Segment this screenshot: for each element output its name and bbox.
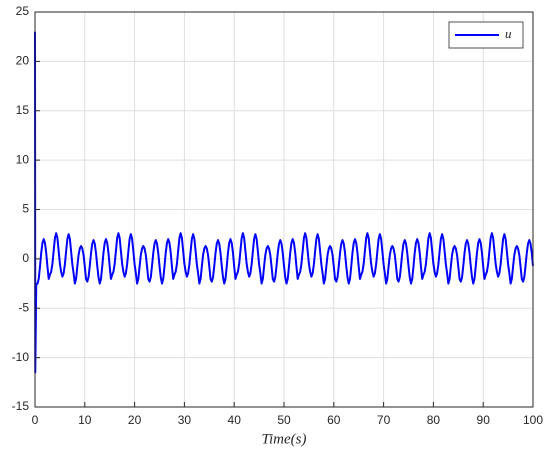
x-tick-label: 60	[327, 413, 341, 427]
y-tick-label: -10	[12, 350, 30, 364]
series-line	[34, 31, 534, 374]
legend-label: u	[505, 26, 512, 41]
x-axis-label: Time(s)	[262, 431, 307, 447]
x-tick-label: 50	[277, 413, 291, 427]
plot	[34, 31, 534, 374]
x-tick-label: 90	[477, 413, 491, 427]
x-tick-label: 10	[78, 413, 92, 427]
y-tick-label: 0	[22, 251, 29, 265]
y-tick-label: 15	[16, 103, 30, 117]
x-tick-label: 80	[427, 413, 441, 427]
y-tick-label: 5	[22, 202, 29, 216]
axes-box	[34, 11, 534, 408]
x-tick-label: 100	[523, 413, 543, 427]
x-tick-label: 0	[32, 413, 39, 427]
y-tick-label: 20	[16, 54, 30, 68]
y-tick-label: -15	[12, 399, 30, 413]
x-tick-label: 20	[128, 413, 142, 427]
x-tick-label: 70	[377, 413, 391, 427]
x-tick-label: 40	[228, 413, 242, 427]
y-tick-label: 25	[16, 4, 30, 18]
y-tick-label: 10	[16, 152, 30, 166]
x-tick-label: 30	[178, 413, 192, 427]
y-tick-label: -5	[18, 300, 29, 314]
